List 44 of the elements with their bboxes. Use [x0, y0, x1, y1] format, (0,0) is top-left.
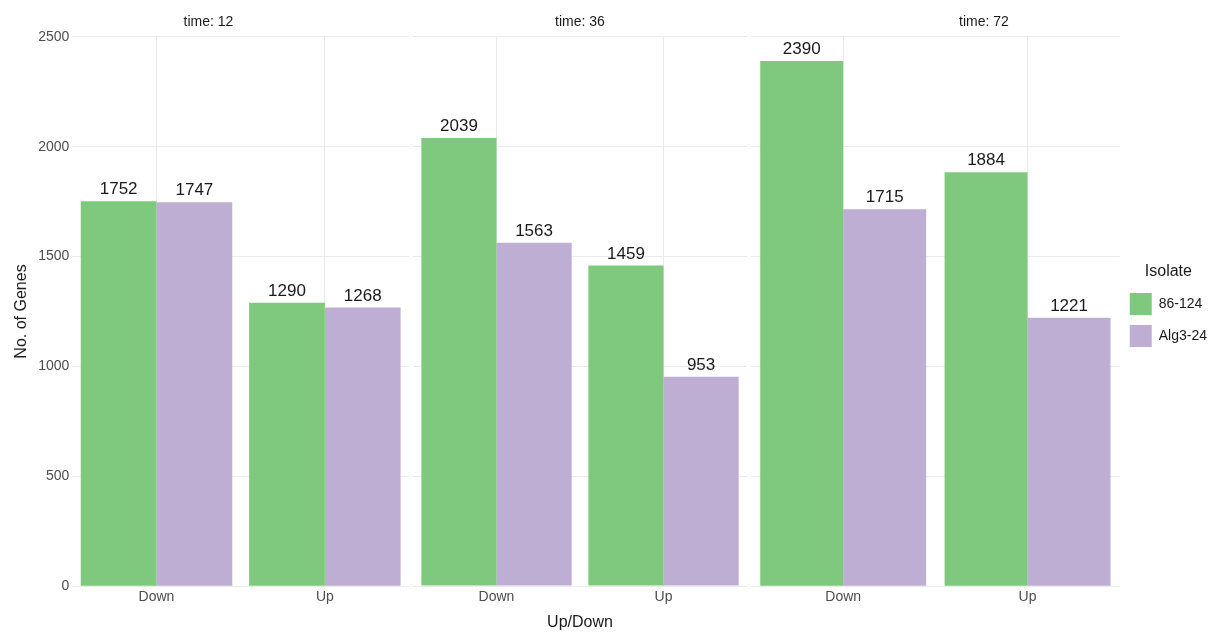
data-label: 2390 [782, 39, 821, 59]
data-label: 1715 [865, 187, 904, 207]
x-tick-label: Down [138, 588, 175, 605]
bar [843, 209, 927, 586]
x-tick-label: Down [825, 588, 862, 605]
y-axis-title: No. of Genes [12, 264, 30, 359]
data-label: 1459 [607, 243, 645, 263]
data-label: 1221 [1050, 296, 1088, 316]
x-axis-title: Up/Down [547, 612, 613, 630]
bar [249, 302, 325, 586]
x-tick-label: Down [478, 588, 515, 605]
y-tick-label: 500 [45, 467, 70, 484]
chart-title: time: 12 [183, 13, 234, 30]
bar [663, 376, 739, 586]
data-label: 1884 [967, 150, 1005, 170]
x-tick-label: Up [1018, 588, 1037, 605]
bar [760, 60, 844, 586]
x-tick-label: Up [654, 588, 673, 605]
bar [324, 307, 401, 586]
bar [156, 202, 233, 586]
data-label: 1563 [515, 220, 553, 240]
data-label: 1747 [175, 180, 214, 200]
bar [588, 265, 664, 586]
data-label: 2039 [440, 116, 478, 136]
y-tick-label: 2500 [38, 27, 70, 44]
bar [80, 201, 157, 586]
data-label: 1290 [268, 280, 306, 300]
legend-label: Alg3-24 [1158, 326, 1208, 343]
y-tick-label: 1500 [38, 247, 70, 264]
bar [944, 172, 1028, 586]
bar [496, 242, 572, 586]
data-label: 1268 [343, 285, 382, 305]
y-tick-label: 1000 [38, 357, 70, 374]
bar [421, 138, 497, 586]
data-label: 953 [686, 354, 716, 374]
chart-title: time: 36 [555, 13, 606, 30]
x-tick-label: Up [315, 588, 334, 605]
y-tick-label: 2000 [38, 137, 70, 154]
chart-title: time: 72 [959, 13, 1010, 30]
legend-label: 86-124 [1158, 294, 1203, 311]
data-label: 1752 [99, 179, 138, 199]
bar [1027, 317, 1111, 586]
y-tick-label: 0 [61, 577, 70, 594]
legend-title: Isolate [1144, 262, 1193, 280]
